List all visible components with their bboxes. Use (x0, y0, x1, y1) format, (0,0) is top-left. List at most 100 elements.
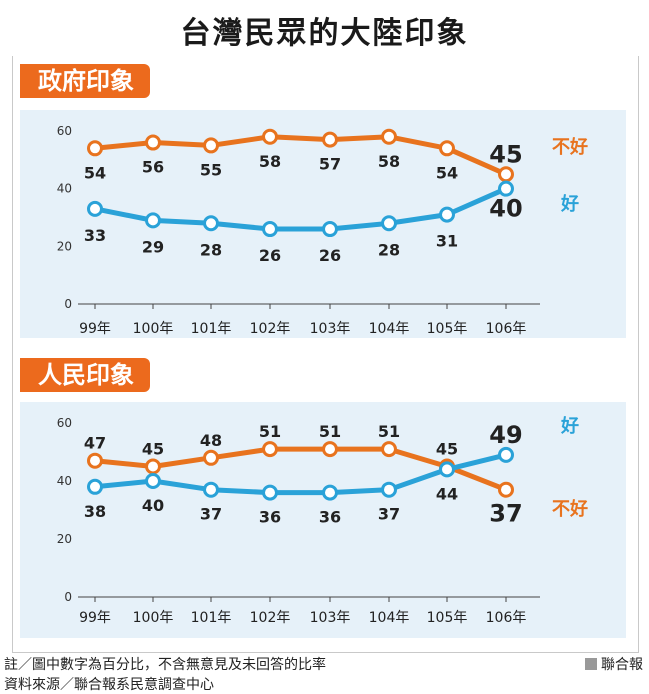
bad-point (381, 128, 397, 145)
bad-value-label: 56 (142, 158, 164, 177)
x-tick-label: 103年 (310, 610, 351, 626)
bad-point (145, 134, 161, 151)
x-tick-label: 100年 (133, 321, 174, 337)
good-legend-label: 好 (560, 415, 579, 437)
good-point (322, 221, 338, 238)
good-point (381, 215, 397, 232)
x-tick-label: 100年 (133, 610, 174, 626)
bad-series-line (94, 134, 508, 177)
bad-value-label: 45 (436, 440, 458, 459)
bad-point (381, 441, 397, 458)
good-point (145, 473, 161, 489)
good-value-label: 38 (84, 502, 106, 521)
x-tick-label: 99年 (79, 321, 111, 337)
x-tick-label: 104年 (369, 321, 410, 337)
bad-point (262, 128, 278, 145)
x-tick-label: 102年 (250, 610, 291, 626)
x-tick-label: 103年 (310, 321, 351, 337)
good-value-label: 40 (142, 496, 164, 515)
bad-point (322, 441, 338, 458)
good-point (145, 212, 161, 229)
good-point (498, 180, 514, 197)
good-value-label: 36 (259, 508, 281, 527)
y-tick-label: 40 (57, 474, 72, 488)
good-point (439, 461, 455, 478)
x-tick-label: 105年 (427, 610, 468, 626)
good-legend-label: 好 (560, 193, 579, 215)
bad-value-label: 45 (489, 140, 522, 168)
x-tick-label: 105年 (427, 321, 468, 337)
bad-point (87, 140, 103, 157)
y-tick-label: 20 (57, 532, 72, 546)
x-tick-label: 106年 (486, 610, 527, 626)
good-point (87, 478, 103, 495)
people-panel (20, 402, 626, 638)
bad-value-label: 57 (319, 155, 341, 174)
y-tick-label: 0 (64, 297, 72, 311)
x-tick-label: 99年 (79, 610, 111, 626)
bad-value-label: 58 (259, 152, 281, 171)
source-note: 資料來源／聯合報系民意調查中心 (4, 677, 214, 693)
bad-value-label: 55 (200, 160, 222, 179)
good-point (203, 481, 219, 498)
bad-value-label: 47 (84, 434, 106, 453)
good-value-label: 29 (142, 237, 164, 256)
bad-value-label: 48 (200, 431, 222, 450)
bad-value-label: 54 (84, 163, 106, 182)
bad-point (87, 452, 103, 469)
good-point (262, 484, 278, 501)
good-point (381, 481, 397, 498)
footnote: 註／圖中數字為百分比，不含無意見及未回答的比率 (4, 657, 326, 673)
good-point (322, 484, 338, 501)
good-value-label: 31 (436, 232, 458, 251)
good-value-label: 40 (489, 195, 522, 223)
bad-value-label: 45 (142, 440, 164, 459)
bad-point (262, 441, 278, 458)
bad-value-label: 37 (489, 500, 522, 528)
good-value-label: 28 (200, 240, 222, 259)
good-point (203, 215, 219, 232)
bad-point (439, 140, 455, 157)
people-badge: 人民印象 (20, 358, 150, 392)
bad-value-label: 51 (378, 422, 400, 441)
credit-label: 聯合報 (601, 657, 643, 673)
bad-value-label: 51 (259, 422, 281, 441)
good-series-line (94, 186, 508, 232)
bad-value-label: 58 (378, 152, 400, 171)
bad-point (498, 481, 514, 498)
bad-point (203, 137, 219, 154)
bad-value-label: 51 (319, 422, 341, 441)
x-tick-label: 106年 (486, 321, 527, 337)
good-value-label: 26 (259, 246, 281, 265)
good-value-label: 33 (84, 226, 106, 245)
x-tick-label: 101年 (191, 610, 232, 626)
x-tick-label: 102年 (250, 321, 291, 337)
credit: 聯合報 (585, 654, 643, 674)
bad-point (322, 131, 338, 148)
y-tick-label: 60 (57, 416, 72, 430)
good-value-label: 28 (378, 240, 400, 259)
bad-legend-label: 不好 (552, 498, 588, 520)
good-value-label: 37 (378, 505, 400, 524)
credit-square-icon (585, 658, 597, 670)
good-point (262, 221, 278, 238)
good-point (439, 206, 455, 223)
good-value-label: 26 (319, 246, 341, 265)
bad-point (203, 449, 219, 466)
page-title: 台灣民眾的大陸印象 (180, 16, 469, 51)
good-value-label: 49 (489, 421, 522, 449)
bad-point (145, 458, 161, 475)
y-tick-label: 20 (57, 239, 72, 253)
y-tick-label: 60 (57, 124, 72, 138)
x-tick-label: 101年 (191, 321, 232, 337)
good-value-label: 44 (436, 484, 458, 503)
government-badge: 政府印象 (20, 64, 150, 98)
good-point (498, 446, 514, 463)
bad-legend-label: 不好 (552, 136, 588, 158)
footer: 註／圖中數字為百分比，不含無意見及未回答的比率 資料來源／聯合報系民意調查中心 … (0, 652, 649, 693)
bad-value-label: 54 (436, 163, 458, 182)
bad-series-line (94, 446, 507, 493)
y-tick-label: 40 (57, 182, 72, 196)
